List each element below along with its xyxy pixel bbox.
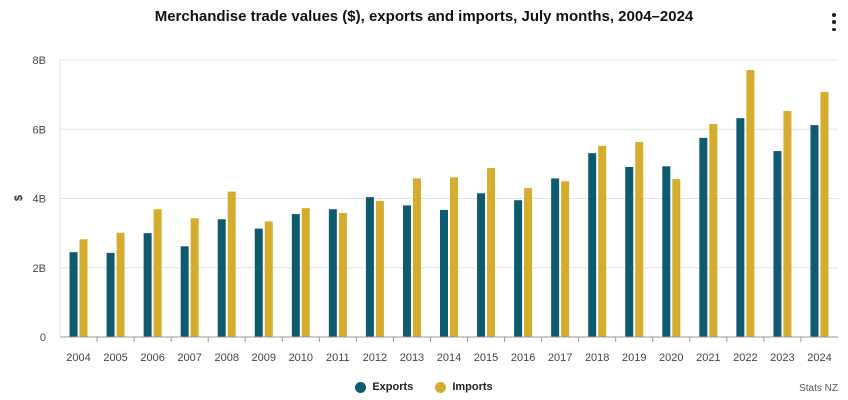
bar-imports-2007[interactable] bbox=[190, 218, 199, 337]
bars bbox=[69, 70, 829, 338]
x-tick-label: 2016 bbox=[511, 352, 535, 364]
x-tick-label: 2010 bbox=[289, 352, 313, 364]
bar-imports-2016[interactable] bbox=[524, 188, 533, 337]
x-tick-label: 2017 bbox=[548, 352, 572, 364]
bar-exports-2014[interactable] bbox=[440, 209, 448, 337]
x-tick-label: 2006 bbox=[140, 352, 164, 364]
bar-exports-2006[interactable] bbox=[143, 233, 152, 337]
bar-exports-2019[interactable] bbox=[625, 166, 634, 337]
x-tick-label: 2013 bbox=[400, 352, 424, 364]
bar-imports-2018[interactable] bbox=[598, 145, 607, 337]
bar-imports-2004[interactable] bbox=[79, 239, 88, 337]
x-tick-label: 2015 bbox=[474, 352, 498, 364]
legend: Exports Imports bbox=[0, 381, 848, 393]
bar-exports-2017[interactable] bbox=[551, 178, 560, 337]
bar-exports-2008[interactable] bbox=[217, 219, 226, 337]
legend-label-imports: Imports bbox=[452, 381, 493, 393]
kebab-menu-icon[interactable] bbox=[828, 12, 840, 32]
x-tick-label: 2007 bbox=[177, 352, 201, 364]
bar-imports-2017[interactable] bbox=[561, 181, 570, 337]
x-tick-label: 2012 bbox=[363, 352, 387, 364]
bar-exports-2004[interactable] bbox=[69, 252, 78, 337]
y-axis-ticks: 0 2B 4B 6B 8B bbox=[33, 55, 46, 344]
x-tick-label: 2008 bbox=[214, 352, 238, 364]
bar-imports-2013[interactable] bbox=[412, 178, 421, 337]
y-tick-label: 6B bbox=[33, 124, 46, 136]
bar-exports-2015[interactable] bbox=[477, 193, 486, 337]
x-tick-label: 2020 bbox=[659, 352, 683, 364]
bar-imports-2010[interactable] bbox=[301, 208, 310, 337]
x-tick-label: 2014 bbox=[437, 352, 461, 364]
bar-exports-2016[interactable] bbox=[514, 200, 523, 337]
x-tick-label: 2005 bbox=[103, 352, 127, 364]
x-tick-label: 2018 bbox=[585, 352, 609, 364]
bar-exports-2011[interactable] bbox=[328, 209, 337, 337]
chart-title: Merchandise trade values ($), exports an… bbox=[154, 8, 694, 25]
menu-dot bbox=[832, 13, 836, 17]
grid-lines bbox=[59, 59, 838, 337]
bar-exports-2005[interactable] bbox=[106, 252, 115, 337]
bar-exports-2023[interactable] bbox=[773, 151, 782, 337]
bar-imports-2008[interactable] bbox=[227, 191, 236, 337]
x-tick-label: 2019 bbox=[622, 352, 646, 364]
y-tick-label: 8B bbox=[33, 55, 46, 67]
bar-exports-2012[interactable] bbox=[365, 197, 374, 337]
bar-imports-2014[interactable] bbox=[450, 177, 458, 337]
y-tick-label: 4B bbox=[33, 194, 46, 206]
legend-item-imports[interactable]: Imports bbox=[435, 381, 493, 393]
bar-exports-2018[interactable] bbox=[588, 153, 597, 337]
bar-imports-2019[interactable] bbox=[635, 142, 644, 337]
bar-imports-2021[interactable] bbox=[709, 124, 718, 338]
bar-exports-2022[interactable] bbox=[736, 118, 745, 337]
y-tick-label: 0 bbox=[40, 332, 46, 344]
bar-imports-2023[interactable] bbox=[783, 110, 792, 338]
y-tick-label: 2B bbox=[33, 263, 46, 275]
bar-imports-2024[interactable] bbox=[820, 91, 829, 337]
x-tick-label: 2021 bbox=[696, 352, 720, 364]
x-tick-label: 2022 bbox=[733, 352, 757, 364]
x-tick-label: 2024 bbox=[807, 352, 831, 364]
legend-swatch-exports bbox=[355, 381, 367, 393]
bar-exports-2024[interactable] bbox=[810, 125, 819, 337]
bar-exports-2021[interactable] bbox=[699, 137, 708, 337]
menu-dot bbox=[832, 27, 836, 31]
legend-swatch-imports bbox=[435, 381, 447, 393]
bar-imports-2006[interactable] bbox=[153, 209, 162, 337]
bar-exports-2007[interactable] bbox=[180, 246, 189, 337]
bar-imports-2022[interactable] bbox=[746, 70, 755, 337]
source-credit: Stats NZ bbox=[799, 383, 838, 394]
legend-label-exports: Exports bbox=[372, 381, 414, 393]
bar-exports-2013[interactable] bbox=[402, 205, 411, 337]
x-tick-label: 2004 bbox=[66, 352, 90, 364]
bar-imports-2012[interactable] bbox=[375, 200, 384, 337]
bar-imports-2020[interactable] bbox=[672, 179, 681, 337]
bar-exports-2020[interactable] bbox=[662, 166, 671, 337]
bar-imports-2009[interactable] bbox=[264, 221, 273, 337]
y-axis-title: $ bbox=[13, 195, 25, 201]
bar-imports-2015[interactable] bbox=[487, 168, 496, 337]
bar-exports-2009[interactable] bbox=[254, 228, 263, 337]
bar-exports-2010[interactable] bbox=[291, 214, 300, 337]
x-axis: 2004 2005 2006 2007 2008 2009 2010 2011 2012 2013… bbox=[60, 336, 838, 364]
bar-imports-2011[interactable] bbox=[338, 213, 347, 337]
x-tick-label: 2023 bbox=[770, 352, 794, 364]
legend-item-exports[interactable]: Exports bbox=[355, 381, 413, 393]
bar-imports-2005[interactable] bbox=[116, 232, 125, 337]
menu-dot bbox=[832, 20, 836, 24]
x-tick-label: 2009 bbox=[252, 352, 276, 364]
x-tick-label: 2011 bbox=[326, 352, 350, 364]
